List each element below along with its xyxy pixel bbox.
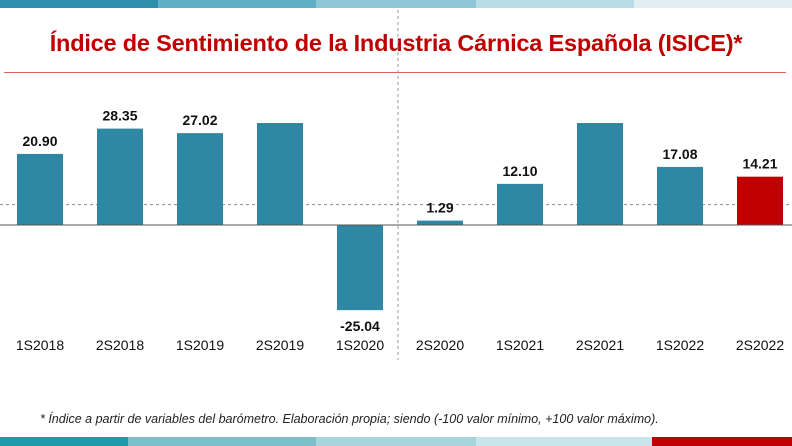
top-bar-segment bbox=[0, 0, 158, 8]
x-tick-label: 2S2019 bbox=[256, 337, 304, 353]
data-label-1S2021: 12.10 bbox=[502, 163, 537, 179]
top-bar-segment bbox=[476, 0, 634, 8]
x-tick-label: 2S2020 bbox=[416, 337, 464, 353]
x-tick-label: 2S2018 bbox=[96, 337, 144, 353]
x-tick-label: 2S2021 bbox=[576, 337, 624, 353]
x-tick-label: 1S2021 bbox=[496, 337, 544, 353]
data-label-2S2022: 14.21 bbox=[742, 156, 777, 172]
data-label-1S2019: 27.02 bbox=[182, 112, 217, 128]
x-tick-label: 1S2022 bbox=[656, 337, 704, 353]
bar-1S2019 bbox=[177, 133, 223, 225]
top-color-bar bbox=[0, 0, 792, 8]
x-tick-label: 1S2018 bbox=[16, 337, 64, 353]
data-label-1S2022: 17.08 bbox=[662, 146, 697, 162]
data-label-2S2018: 28.35 bbox=[102, 108, 137, 124]
bottom-bar-segment bbox=[316, 437, 476, 446]
bottom-color-bar bbox=[0, 437, 792, 446]
data-label-2S2020: 1.29 bbox=[426, 200, 453, 216]
bar-1S2022 bbox=[657, 166, 703, 225]
bar-2S2018 bbox=[97, 128, 143, 225]
top-bar-segment bbox=[634, 0, 792, 8]
data-label-1S2020: -25.04 bbox=[340, 318, 380, 334]
bar-1S2018 bbox=[17, 153, 63, 225]
bar-1S2021 bbox=[497, 183, 543, 225]
x-tick-label: 2S2022 bbox=[736, 337, 784, 353]
bottom-bar-segment bbox=[0, 437, 128, 446]
x-tick-label: 1S2019 bbox=[176, 337, 224, 353]
title-underline bbox=[4, 72, 786, 73]
data-label-1S2018: 20.90 bbox=[22, 133, 57, 149]
page-title: Índice de Sentimiento de la Industria Cá… bbox=[49, 30, 743, 56]
isice-bar-chart: 20.90 1S2018 28.35 2S2018 27.02 1S2019 2S2019 -… bbox=[0, 10, 792, 360]
bar-1S2020 bbox=[337, 225, 383, 311]
bar-2S2021 bbox=[577, 123, 623, 225]
top-bar-segment bbox=[158, 0, 316, 8]
bar-2S2019 bbox=[257, 123, 303, 225]
bottom-bar-segment bbox=[476, 437, 652, 446]
bottom-bar-segment bbox=[652, 437, 792, 446]
bar-2S2020 bbox=[417, 220, 463, 225]
top-bar-segment bbox=[316, 0, 476, 8]
bottom-bar-segment bbox=[128, 437, 316, 446]
footnote: * Índice a partir de variables del baróm… bbox=[40, 412, 659, 426]
bar-2S2022 bbox=[737, 176, 783, 225]
x-tick-label: 1S2020 bbox=[336, 337, 384, 353]
